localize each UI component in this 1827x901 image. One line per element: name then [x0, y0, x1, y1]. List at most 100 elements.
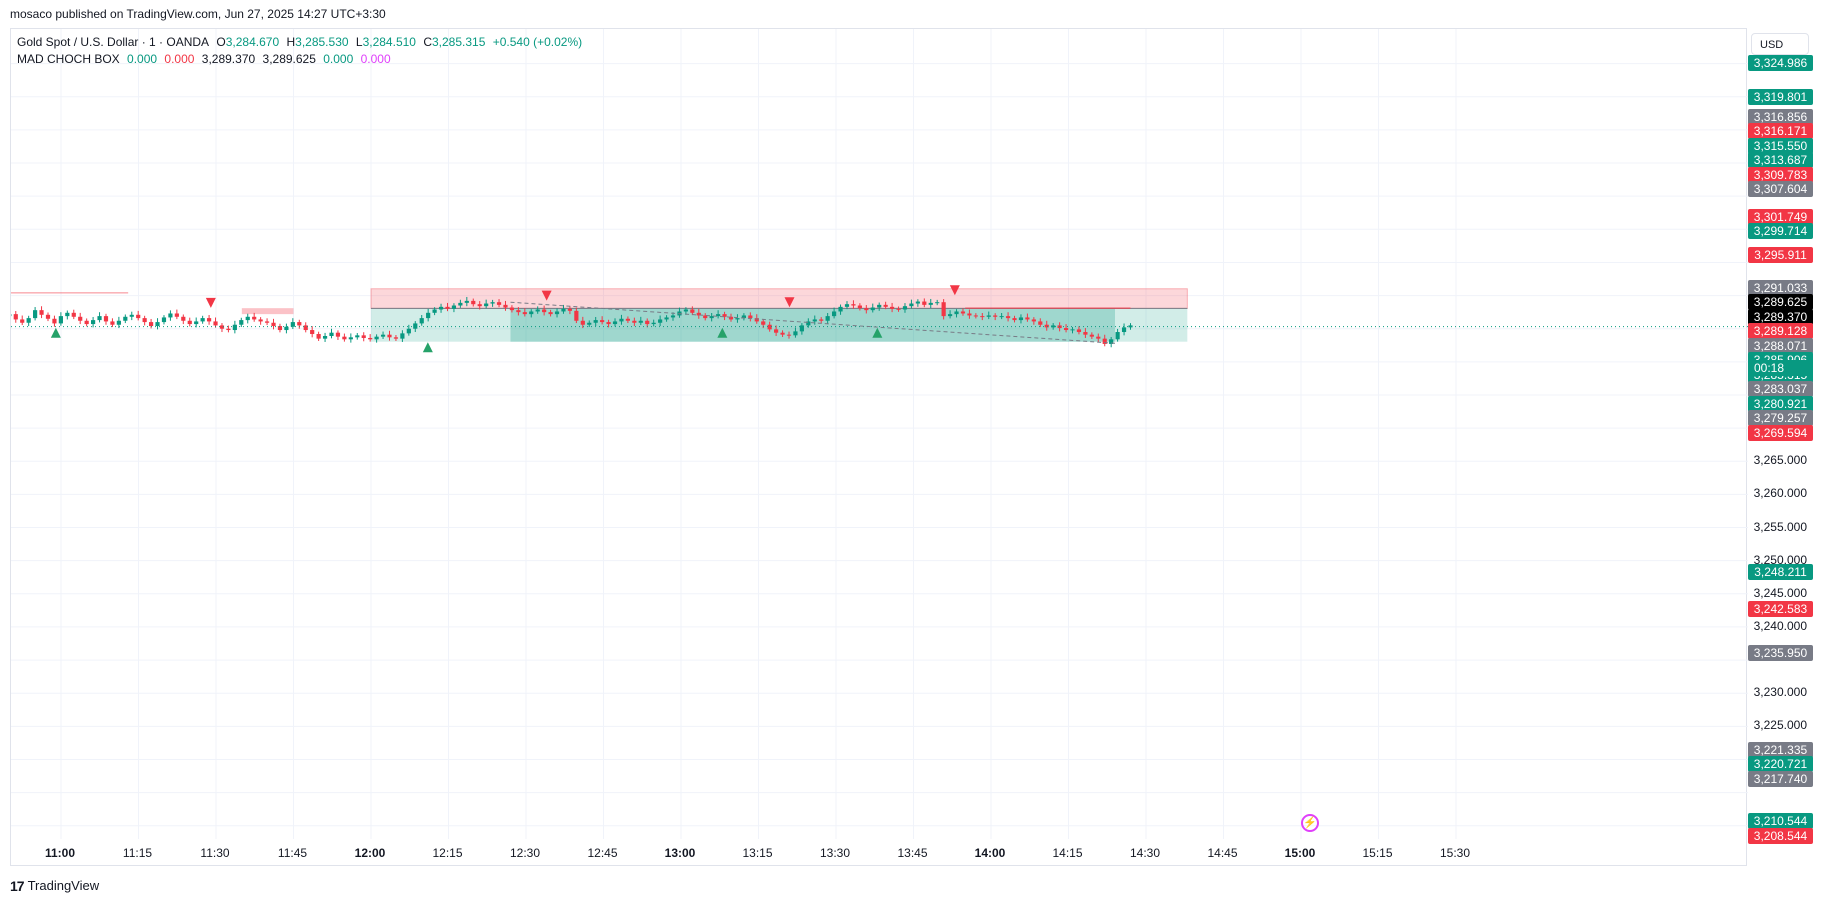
candle[interactable]	[239, 317, 244, 328]
candle[interactable]	[368, 334, 373, 342]
candle[interactable]	[902, 303, 908, 313]
candle[interactable]	[426, 308, 431, 322]
candle[interactable]	[735, 314, 740, 323]
candle[interactable]	[683, 307, 688, 315]
candle[interactable]	[245, 313, 250, 324]
candle[interactable]	[213, 317, 218, 328]
candle[interactable]	[889, 302, 895, 313]
candle[interactable]	[316, 331, 321, 341]
candle[interactable]	[219, 323, 225, 333]
flash-icon[interactable]: ⚡	[1301, 814, 1319, 832]
candle[interactable]	[181, 314, 186, 325]
candle[interactable]	[496, 299, 502, 308]
candle[interactable]	[1051, 323, 1056, 330]
candle[interactable]	[741, 313, 746, 321]
chart-pane[interactable]	[10, 28, 1748, 866]
indicator-name[interactable]: MAD CHOCH BOX	[17, 52, 120, 66]
candle[interactable]	[432, 307, 437, 316]
candle[interactable]	[883, 301, 888, 310]
candle[interactable]	[786, 331, 792, 339]
candle[interactable]	[690, 306, 695, 316]
candle[interactable]	[471, 298, 476, 307]
candle[interactable]	[832, 307, 837, 319]
candle[interactable]	[806, 318, 811, 328]
candle[interactable]	[445, 302, 450, 312]
candle[interactable]	[1070, 327, 1075, 334]
candle[interactable]	[1096, 333, 1101, 342]
candle[interactable]	[116, 316, 121, 329]
candle[interactable]	[619, 314, 624, 325]
candle[interactable]	[419, 314, 424, 326]
candle[interactable]	[722, 311, 727, 321]
currency-selector[interactable]: USD	[1751, 33, 1809, 55]
candle[interactable]	[400, 330, 405, 342]
candle[interactable]	[484, 299, 489, 309]
candle[interactable]	[600, 316, 605, 325]
candle[interactable]	[864, 305, 869, 314]
candle[interactable]	[960, 308, 966, 316]
candle[interactable]	[65, 310, 70, 320]
candle[interactable]	[1089, 332, 1094, 339]
candle[interactable]	[1128, 323, 1133, 330]
candle[interactable]	[310, 326, 315, 338]
candle[interactable]	[535, 306, 540, 314]
candle[interactable]	[361, 332, 366, 342]
candle[interactable]	[877, 302, 882, 311]
candle[interactable]	[123, 314, 128, 324]
candle[interactable]	[716, 310, 721, 319]
candle[interactable]	[851, 300, 856, 309]
candle[interactable]	[967, 309, 972, 319]
candle[interactable]	[696, 308, 701, 319]
candle[interactable]	[13, 311, 18, 323]
candle[interactable]	[342, 333, 347, 342]
candle[interactable]	[1102, 334, 1107, 347]
candle[interactable]	[406, 324, 411, 336]
candle[interactable]	[451, 303, 457, 313]
candle[interactable]	[1076, 326, 1082, 335]
candle[interactable]	[638, 316, 643, 326]
candle[interactable]	[709, 313, 714, 322]
candle[interactable]	[374, 334, 379, 343]
candle[interactable]	[793, 327, 798, 338]
candle[interactable]	[58, 312, 63, 326]
candle[interactable]	[97, 312, 102, 323]
candle[interactable]	[477, 301, 482, 310]
candle[interactable]	[20, 315, 25, 326]
candle[interactable]	[922, 298, 927, 308]
candle[interactable]	[355, 333, 360, 340]
candle[interactable]	[1083, 328, 1088, 338]
candle[interactable]	[1063, 324, 1069, 333]
candle[interactable]	[297, 319, 302, 329]
candle[interactable]	[284, 323, 289, 334]
candle[interactable]	[161, 315, 167, 325]
candle[interactable]	[380, 331, 386, 339]
candle[interactable]	[509, 305, 515, 313]
candle[interactable]	[303, 322, 308, 333]
candle[interactable]	[896, 306, 901, 312]
candle[interactable]	[915, 299, 920, 307]
candle[interactable]	[348, 333, 353, 343]
candle[interactable]	[438, 303, 444, 313]
candle[interactable]	[574, 307, 579, 324]
candle[interactable]	[33, 307, 38, 321]
candle[interactable]	[226, 325, 231, 333]
candle[interactable]	[155, 318, 160, 330]
candle[interactable]	[84, 318, 89, 327]
candle[interactable]	[728, 313, 734, 322]
candle[interactable]	[1025, 313, 1030, 322]
candle[interactable]	[522, 308, 527, 317]
candle[interactable]	[200, 315, 205, 324]
candle[interactable]	[258, 317, 263, 325]
candle[interactable]	[1031, 317, 1036, 325]
candle[interactable]	[825, 313, 830, 325]
candle[interactable]	[529, 309, 534, 318]
candle[interactable]	[857, 303, 862, 311]
candle[interactable]	[554, 308, 560, 318]
candle[interactable]	[103, 313, 109, 325]
candle[interactable]	[490, 299, 495, 307]
candle[interactable]	[980, 313, 985, 321]
candle[interactable]	[1038, 318, 1043, 328]
candle[interactable]	[954, 309, 959, 318]
candle[interactable]	[129, 311, 134, 321]
candle[interactable]	[503, 300, 508, 311]
